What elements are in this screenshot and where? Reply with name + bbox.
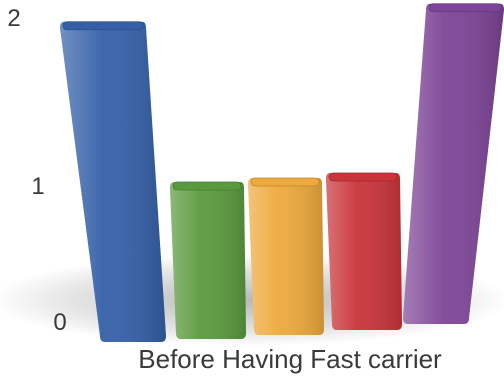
y-tick-label: 1 [31,173,44,200]
bar-shading [170,182,246,339]
x-axis-label: Before Having Fast carrier [138,344,442,374]
bars-group [60,3,504,342]
y-tick-label: 2 [7,5,20,32]
bar-top [328,172,398,182]
bar-top [428,3,502,13]
bar-shading [248,178,324,335]
bar-top [250,177,320,187]
y-tick-label: 0 [53,309,66,336]
bar-shading [326,173,402,330]
bar-top [172,181,242,191]
bar-shading [60,21,166,342]
bar-top [62,21,144,31]
bar-shading [403,3,504,324]
